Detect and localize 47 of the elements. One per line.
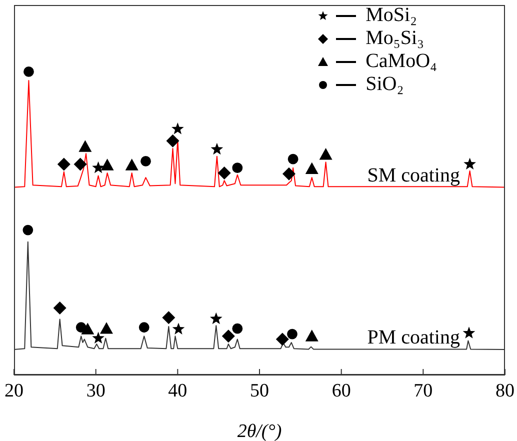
legend-label: CaMoO₄ bbox=[366, 50, 437, 73]
point bbox=[210, 312, 222, 324]
legend-label: MoSi₂ bbox=[366, 4, 418, 27]
point bbox=[232, 323, 243, 334]
point bbox=[282, 167, 296, 180]
series-label: PM coating bbox=[367, 326, 460, 349]
point bbox=[232, 162, 243, 174]
point bbox=[305, 162, 318, 174]
point bbox=[125, 158, 138, 170]
point bbox=[210, 142, 224, 155]
point bbox=[53, 301, 66, 314]
point bbox=[92, 332, 104, 344]
point bbox=[162, 311, 176, 324]
point bbox=[172, 322, 185, 334]
point bbox=[222, 330, 235, 343]
legend-label: SiO₂ bbox=[366, 73, 404, 96]
point bbox=[288, 154, 298, 164]
x-tick-label: 20 bbox=[4, 380, 24, 402]
point bbox=[92, 161, 104, 174]
point bbox=[57, 158, 70, 171]
point bbox=[464, 158, 476, 170]
point bbox=[100, 158, 114, 170]
point bbox=[22, 224, 34, 236]
point bbox=[171, 122, 184, 134]
series-label: SM coating bbox=[367, 164, 460, 186]
legend-label: Mo₅Si₃ bbox=[366, 27, 424, 50]
point bbox=[218, 166, 231, 180]
x-tick-label: 50 bbox=[250, 380, 269, 402]
point bbox=[287, 328, 298, 340]
point bbox=[100, 322, 113, 334]
x-tick-label: 80 bbox=[496, 380, 514, 402]
x-tick-label: 30 bbox=[86, 380, 106, 402]
point bbox=[319, 148, 332, 160]
point bbox=[166, 134, 180, 148]
point bbox=[76, 322, 86, 333]
point bbox=[138, 322, 150, 333]
point bbox=[140, 156, 151, 166]
point bbox=[462, 326, 476, 338]
point bbox=[78, 140, 92, 152]
x-tick-label: 40 bbox=[168, 380, 188, 402]
x-tick-label: 60 bbox=[332, 380, 351, 402]
x-tick-label: 70 bbox=[414, 380, 433, 402]
point bbox=[305, 330, 318, 342]
point bbox=[74, 158, 87, 171]
point bbox=[276, 332, 289, 346]
point bbox=[24, 66, 34, 77]
x-axis-title: 2θ/(°) bbox=[237, 421, 282, 441]
